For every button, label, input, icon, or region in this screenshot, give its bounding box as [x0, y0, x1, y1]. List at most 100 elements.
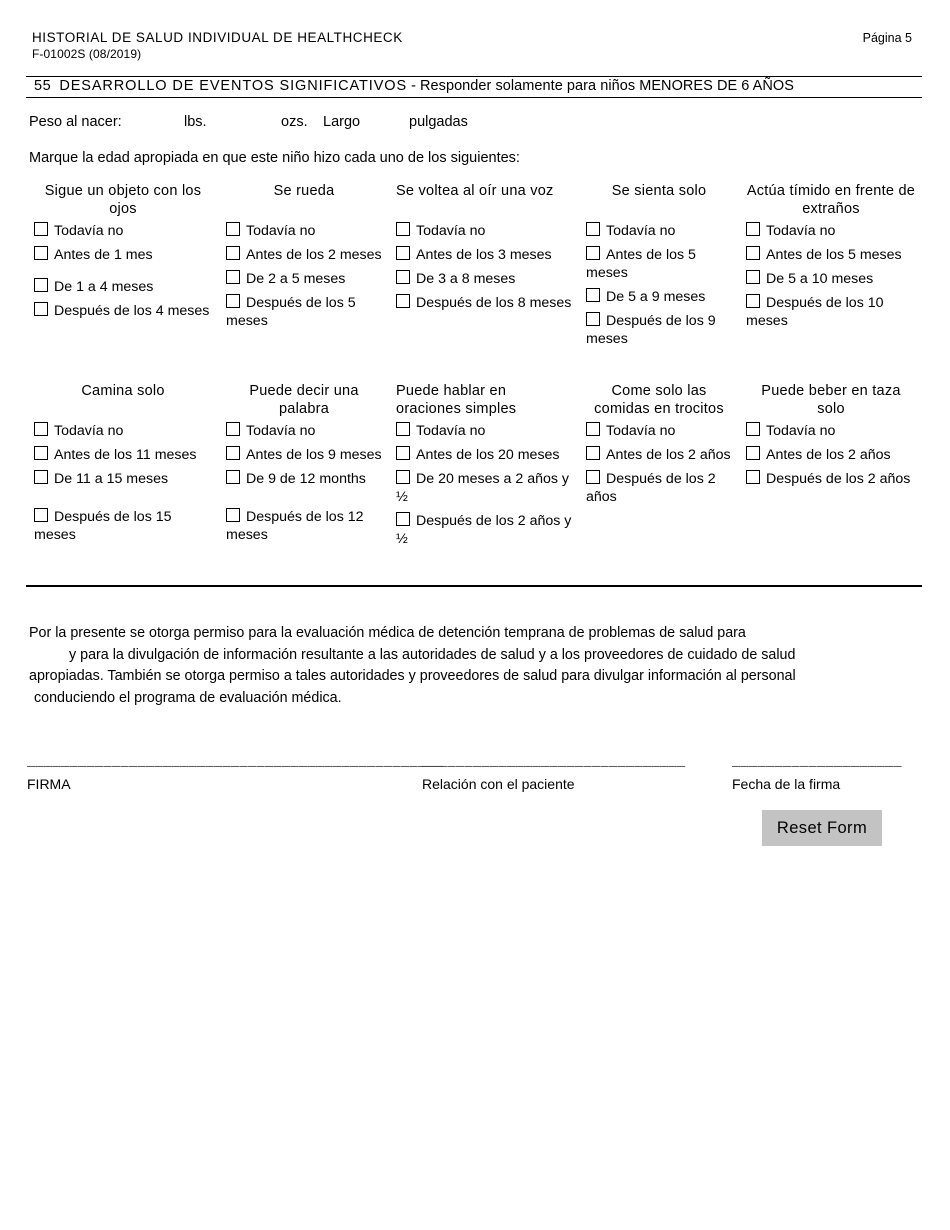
option-label: De 5 a 10 meses: [766, 271, 874, 287]
checkbox-icon[interactable]: [586, 246, 600, 260]
signature-field-date[interactable]: ____________________ Fecha de la firma: [732, 756, 902, 792]
option-row[interactable]: Todavía no: [586, 222, 732, 240]
option-row[interactable]: Todavía no: [34, 422, 212, 440]
signature-field-relationship[interactable]: _______________________________ Relación…: [422, 756, 686, 792]
checkbox-icon[interactable]: [586, 288, 600, 302]
column-title: Sigue un objeto con los ojos: [44, 183, 202, 217]
checkbox-icon[interactable]: [34, 246, 48, 260]
checkbox-icon[interactable]: [746, 446, 760, 460]
checkbox-icon[interactable]: [586, 222, 600, 236]
checkbox-icon[interactable]: [396, 270, 410, 284]
option-row[interactable]: De 20 meses a 2 años y ½: [396, 470, 572, 506]
checkbox-icon[interactable]: [226, 422, 240, 436]
checkbox-icon[interactable]: [746, 222, 760, 236]
column-title: Se rueda: [273, 183, 335, 199]
option-row[interactable]: Antes de los 11 meses: [34, 446, 212, 464]
checkbox-icon[interactable]: [746, 422, 760, 436]
milestone-column-rolls: Se rueda Todavía no Antes de los 2 meses…: [218, 182, 388, 354]
checkbox-icon[interactable]: [396, 222, 410, 236]
checkbox-icon[interactable]: [396, 512, 410, 526]
option-row[interactable]: Todavía no: [586, 422, 732, 440]
checkbox-icon[interactable]: [226, 270, 240, 284]
checkbox-icon[interactable]: [226, 222, 240, 236]
option-row[interactable]: Después de los 12 meses: [226, 508, 382, 544]
checkbox-icon[interactable]: [586, 470, 600, 484]
checkbox-icon[interactable]: [226, 446, 240, 460]
option-row[interactable]: Todavía no: [746, 422, 916, 440]
checkbox-icon[interactable]: [226, 294, 240, 308]
option-label: De 11 a 15 meses: [54, 471, 169, 487]
option-row[interactable]: Antes de los 20 meses: [396, 446, 572, 464]
length-label: Largo: [323, 114, 361, 130]
checkbox-icon[interactable]: [34, 302, 48, 316]
option-row[interactable]: Todavía no: [226, 222, 382, 240]
checkbox-icon[interactable]: [746, 294, 760, 308]
option-row[interactable]: Todavía no: [746, 222, 916, 240]
option-label: Todavía no: [416, 423, 486, 439]
checkbox-icon[interactable]: [226, 508, 240, 522]
option-row[interactable]: De 11 a 15 meses: [34, 470, 212, 488]
option-row[interactable]: De 1 a 4 meses: [34, 278, 212, 296]
option-row[interactable]: De 5 a 9 meses: [586, 288, 732, 306]
option-row[interactable]: Todavía no: [396, 222, 572, 240]
checkbox-icon[interactable]: [34, 278, 48, 292]
checkbox-icon[interactable]: [34, 422, 48, 436]
checkbox-icon[interactable]: [396, 470, 410, 484]
checkbox-icon[interactable]: [396, 422, 410, 436]
option-row[interactable]: Antes de los 2 años: [746, 446, 916, 464]
option-row[interactable]: Antes de los 2 años: [586, 446, 732, 464]
checkbox-icon[interactable]: [34, 470, 48, 484]
checkbox-icon[interactable]: [396, 446, 410, 460]
option-row[interactable]: De 5 a 10 meses: [746, 270, 916, 288]
checkbox-icon[interactable]: [396, 246, 410, 260]
option-label: Antes de los 20 meses: [416, 447, 560, 463]
option-row[interactable]: Después de los 2 años: [586, 470, 732, 506]
checkbox-icon[interactable]: [226, 246, 240, 260]
option-row[interactable]: Antes de los 5 meses: [746, 246, 916, 264]
page-number: Página 5: [862, 31, 912, 45]
option-row[interactable]: Después de los 8 meses: [396, 294, 572, 312]
option-row[interactable]: Antes de los 3 meses: [396, 246, 572, 264]
checkbox-icon[interactable]: [34, 446, 48, 460]
option-row[interactable]: De 9 de 12 months: [226, 470, 382, 488]
option-row[interactable]: Después de los 10 meses: [746, 294, 916, 330]
option-label: Todavía no: [246, 423, 316, 439]
option-row[interactable]: Después de los 9 meses: [586, 312, 732, 348]
option-row[interactable]: De 3 a 8 meses: [396, 270, 572, 288]
checkbox-icon[interactable]: [586, 446, 600, 460]
consent-line-1: Por la presente se otorga permiso para l…: [29, 625, 746, 641]
option-list: Todavía no Antes de los 9 meses De 9 de …: [226, 422, 382, 544]
option-list: Todavía no Antes de los 20 meses De 20 m…: [396, 422, 572, 548]
option-row[interactable]: Después de los 2 años y ½: [396, 512, 572, 548]
option-label: Antes de los 5 meses: [766, 247, 902, 263]
length-inches-label: pulgadas: [409, 114, 468, 130]
option-row[interactable]: Después de los 15 meses: [34, 508, 212, 544]
checkbox-icon[interactable]: [586, 422, 600, 436]
option-row[interactable]: Todavía no: [226, 422, 382, 440]
checkbox-icon[interactable]: [746, 470, 760, 484]
checkbox-icon[interactable]: [746, 246, 760, 260]
option-row[interactable]: De 2 a 5 meses: [226, 270, 382, 288]
checkbox-icon[interactable]: [34, 508, 48, 522]
signature-field-firma[interactable]: ________________________________________…: [27, 755, 444, 792]
option-row[interactable]: Todavía no: [34, 222, 212, 240]
checkbox-icon[interactable]: [396, 294, 410, 308]
checkbox-icon[interactable]: [226, 470, 240, 484]
option-row[interactable]: Todavía no: [396, 422, 572, 440]
option-row[interactable]: Después de los 2 años: [746, 470, 916, 488]
signature-rule: ________________________________________…: [27, 755, 444, 770]
option-row[interactable]: Antes de los 5 meses: [586, 246, 732, 282]
option-row[interactable]: Después de los 5 meses: [226, 294, 382, 330]
column-title: Come solo las comidas en trocitos: [594, 383, 724, 417]
checkbox-icon[interactable]: [746, 270, 760, 284]
checkbox-icon[interactable]: [34, 222, 48, 236]
column-title: Actúa tímido en frente de extraños: [746, 183, 916, 217]
option-row[interactable]: Antes de los 2 meses: [226, 246, 382, 264]
option-row[interactable]: Después de los 4 meses: [34, 302, 212, 320]
option-row[interactable]: Antes de los 9 meses: [226, 446, 382, 464]
reset-form-button[interactable]: Reset Form: [762, 810, 882, 846]
option-label: Todavía no: [54, 423, 124, 439]
option-row[interactable]: Antes de 1 mes: [34, 246, 212, 264]
milestone-column-eyes: Sigue un objeto con los ojos Todavía no …: [26, 182, 218, 354]
checkbox-icon[interactable]: [586, 312, 600, 326]
